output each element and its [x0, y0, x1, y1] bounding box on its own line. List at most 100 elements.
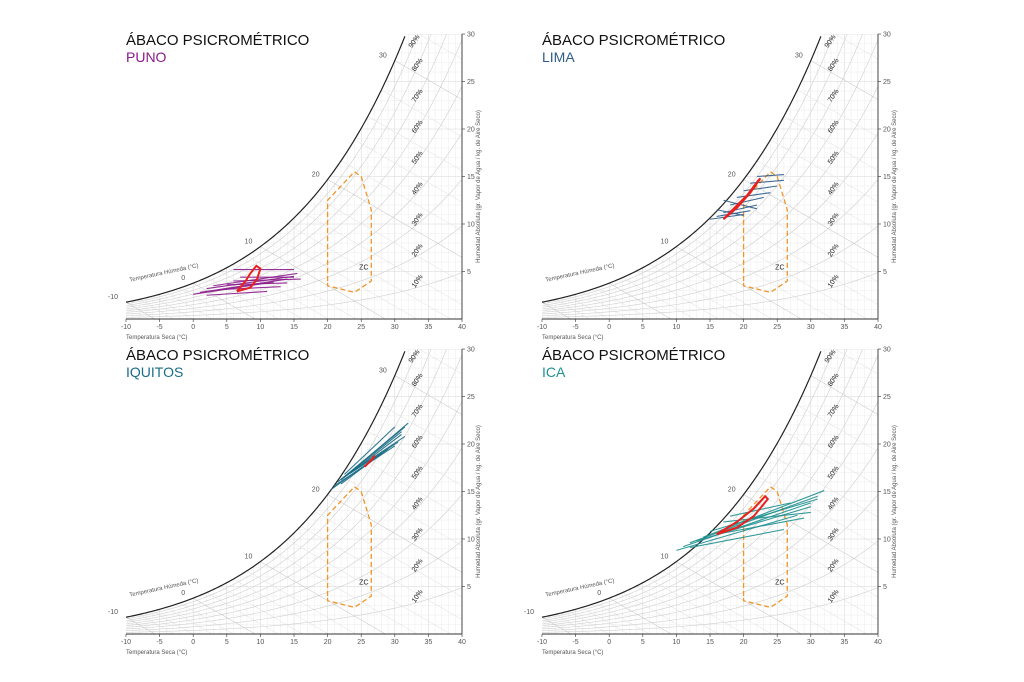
wet-bulb-line — [635, 270, 719, 319]
wet-bulb-line — [595, 287, 650, 319]
wet-bulb-line — [314, 510, 462, 634]
wet-bulb-line — [676, 246, 802, 319]
chart-title: ÁBACO PSICROMÉTRICO — [126, 347, 309, 364]
rh-curve-label: 40% — [411, 496, 425, 511]
rh-curve-label: 90% — [824, 34, 838, 49]
rh-curve-label: 60% — [411, 119, 425, 134]
wet-bulb-tick-label: 0 — [181, 590, 185, 597]
rh-curve-label: 90% — [408, 34, 422, 49]
rh-curve — [542, 354, 878, 625]
rh-curve — [542, 272, 878, 318]
x-tick-label: 20 — [324, 639, 332, 646]
climate-daily-line — [199, 278, 288, 293]
rh-curve — [542, 447, 878, 628]
x-tick-label: 20 — [740, 639, 748, 646]
wet-bulb-tick-label: -10 — [108, 294, 118, 301]
rh-curve-label: 50% — [827, 465, 841, 480]
wet-bulb-tick-label: 10 — [661, 554, 669, 561]
wet-bulb-line — [555, 299, 590, 319]
x-tick-label: 30 — [391, 639, 399, 646]
rh-curve-label: 40% — [411, 181, 425, 196]
wet-bulb-line — [542, 302, 572, 319]
wet-bulb-line — [649, 263, 745, 319]
y-tick-label: 5 — [467, 269, 471, 276]
wet-bulb-line — [300, 525, 462, 634]
wet-bulb-line — [166, 292, 213, 319]
climate-daily-line — [206, 290, 268, 296]
wet-bulb-line — [797, 404, 878, 634]
wet-bulb-axis-label: Temperatura Húmeda (°C) — [129, 578, 199, 599]
x-tick-label: 20 — [324, 324, 332, 331]
climate-daily-line — [206, 275, 295, 290]
y-tick-label: 30 — [883, 32, 891, 39]
x-tick-label: -10 — [537, 639, 547, 646]
y-tick-label: 15 — [467, 174, 475, 181]
x-tick-label: -5 — [156, 324, 162, 331]
saturation-curve — [125, 36, 406, 303]
rh-curve-label: 50% — [411, 465, 425, 480]
climate-daily-line — [743, 185, 778, 192]
x-axis-label: Temperatura Seca (°C) — [126, 335, 187, 341]
wet-bulb-line — [703, 224, 867, 319]
wet-bulb-line — [354, 454, 462, 634]
wet-bulb-line — [193, 597, 256, 634]
y-tick-label: 20 — [467, 442, 475, 449]
wet-bulb-line — [246, 255, 357, 319]
wet-bulb-line — [810, 60, 878, 319]
comfort-zone — [742, 485, 788, 609]
rh-curve-label: 80% — [827, 372, 841, 387]
wet-bulb-line — [568, 295, 609, 319]
wet-bulb-tick-label: 10 — [661, 239, 669, 246]
x-tick-label: 10 — [673, 639, 681, 646]
x-tick-label: 25 — [357, 324, 365, 331]
wet-bulb-line — [824, 349, 878, 634]
wet-bulb-line — [582, 292, 629, 319]
rh-curve — [126, 447, 462, 628]
x-tick-label: -10 — [121, 324, 131, 331]
x-tick-label: 20 — [740, 324, 748, 331]
wet-bulb-line — [300, 210, 462, 319]
rh-curve — [542, 86, 878, 311]
comfort-zone — [326, 170, 372, 294]
x-tick-label: 35 — [425, 324, 433, 331]
x-tick-label: 15 — [706, 324, 714, 331]
rh-curve — [126, 354, 462, 625]
x-tick-label: 40 — [874, 639, 882, 646]
wet-bulb-line — [273, 550, 417, 634]
wet-bulb-line — [770, 139, 878, 319]
wet-bulb-line — [139, 299, 174, 319]
chart-panel-puno: -10 -5 0 5 10 15 20 25 30 35 40 5 10 15 20 25 30 Temperat… — [108, 32, 482, 342]
saturation-curve — [125, 351, 406, 618]
y-tick-label: 30 — [883, 347, 891, 354]
wet-bulb-line — [166, 607, 213, 634]
wet-bulb-line — [756, 475, 878, 634]
climate-daily-line — [736, 192, 771, 198]
climate-daily-line — [696, 506, 811, 542]
wet-bulb-line — [568, 610, 609, 634]
monthly-average-path — [236, 264, 262, 293]
y-tick-label: 10 — [467, 537, 475, 544]
chart-panel-lima: -10 -5 0 5 10 15 20 25 30 35 40 5 10 15 20 25 30 Temperat… — [537, 32, 898, 342]
rh-curve — [126, 34, 462, 306]
wet-bulb-line — [622, 277, 695, 319]
wet-bulb-tick-label: 10 — [245, 554, 253, 561]
wet-bulb-line — [595, 602, 650, 634]
rh-curve-label: 80% — [827, 57, 841, 72]
wet-bulb-line — [662, 255, 773, 319]
rh-curve — [126, 272, 462, 318]
x-axis-label: Temperatura Seca (°C) — [542, 650, 603, 656]
wet-bulb-line — [756, 160, 878, 319]
y-tick-label: 20 — [883, 442, 891, 449]
y-axis-label: Humedad Absoluta (gr. Vapor de Agua / kg… — [476, 110, 482, 263]
x-tick-label: 15 — [706, 639, 714, 646]
wet-bulb-line — [206, 592, 279, 634]
wet-bulb-line — [609, 597, 672, 634]
chart-grid — [542, 349, 878, 634]
x-tick-label: -5 — [156, 639, 162, 646]
wet-bulb-line — [152, 610, 193, 634]
wet-bulb-line — [152, 295, 193, 319]
comfort-zone-label: ZC — [359, 580, 368, 587]
x-axis-label: Temperatura Seca (°C) — [542, 335, 603, 341]
climate-daily-line — [213, 272, 298, 287]
